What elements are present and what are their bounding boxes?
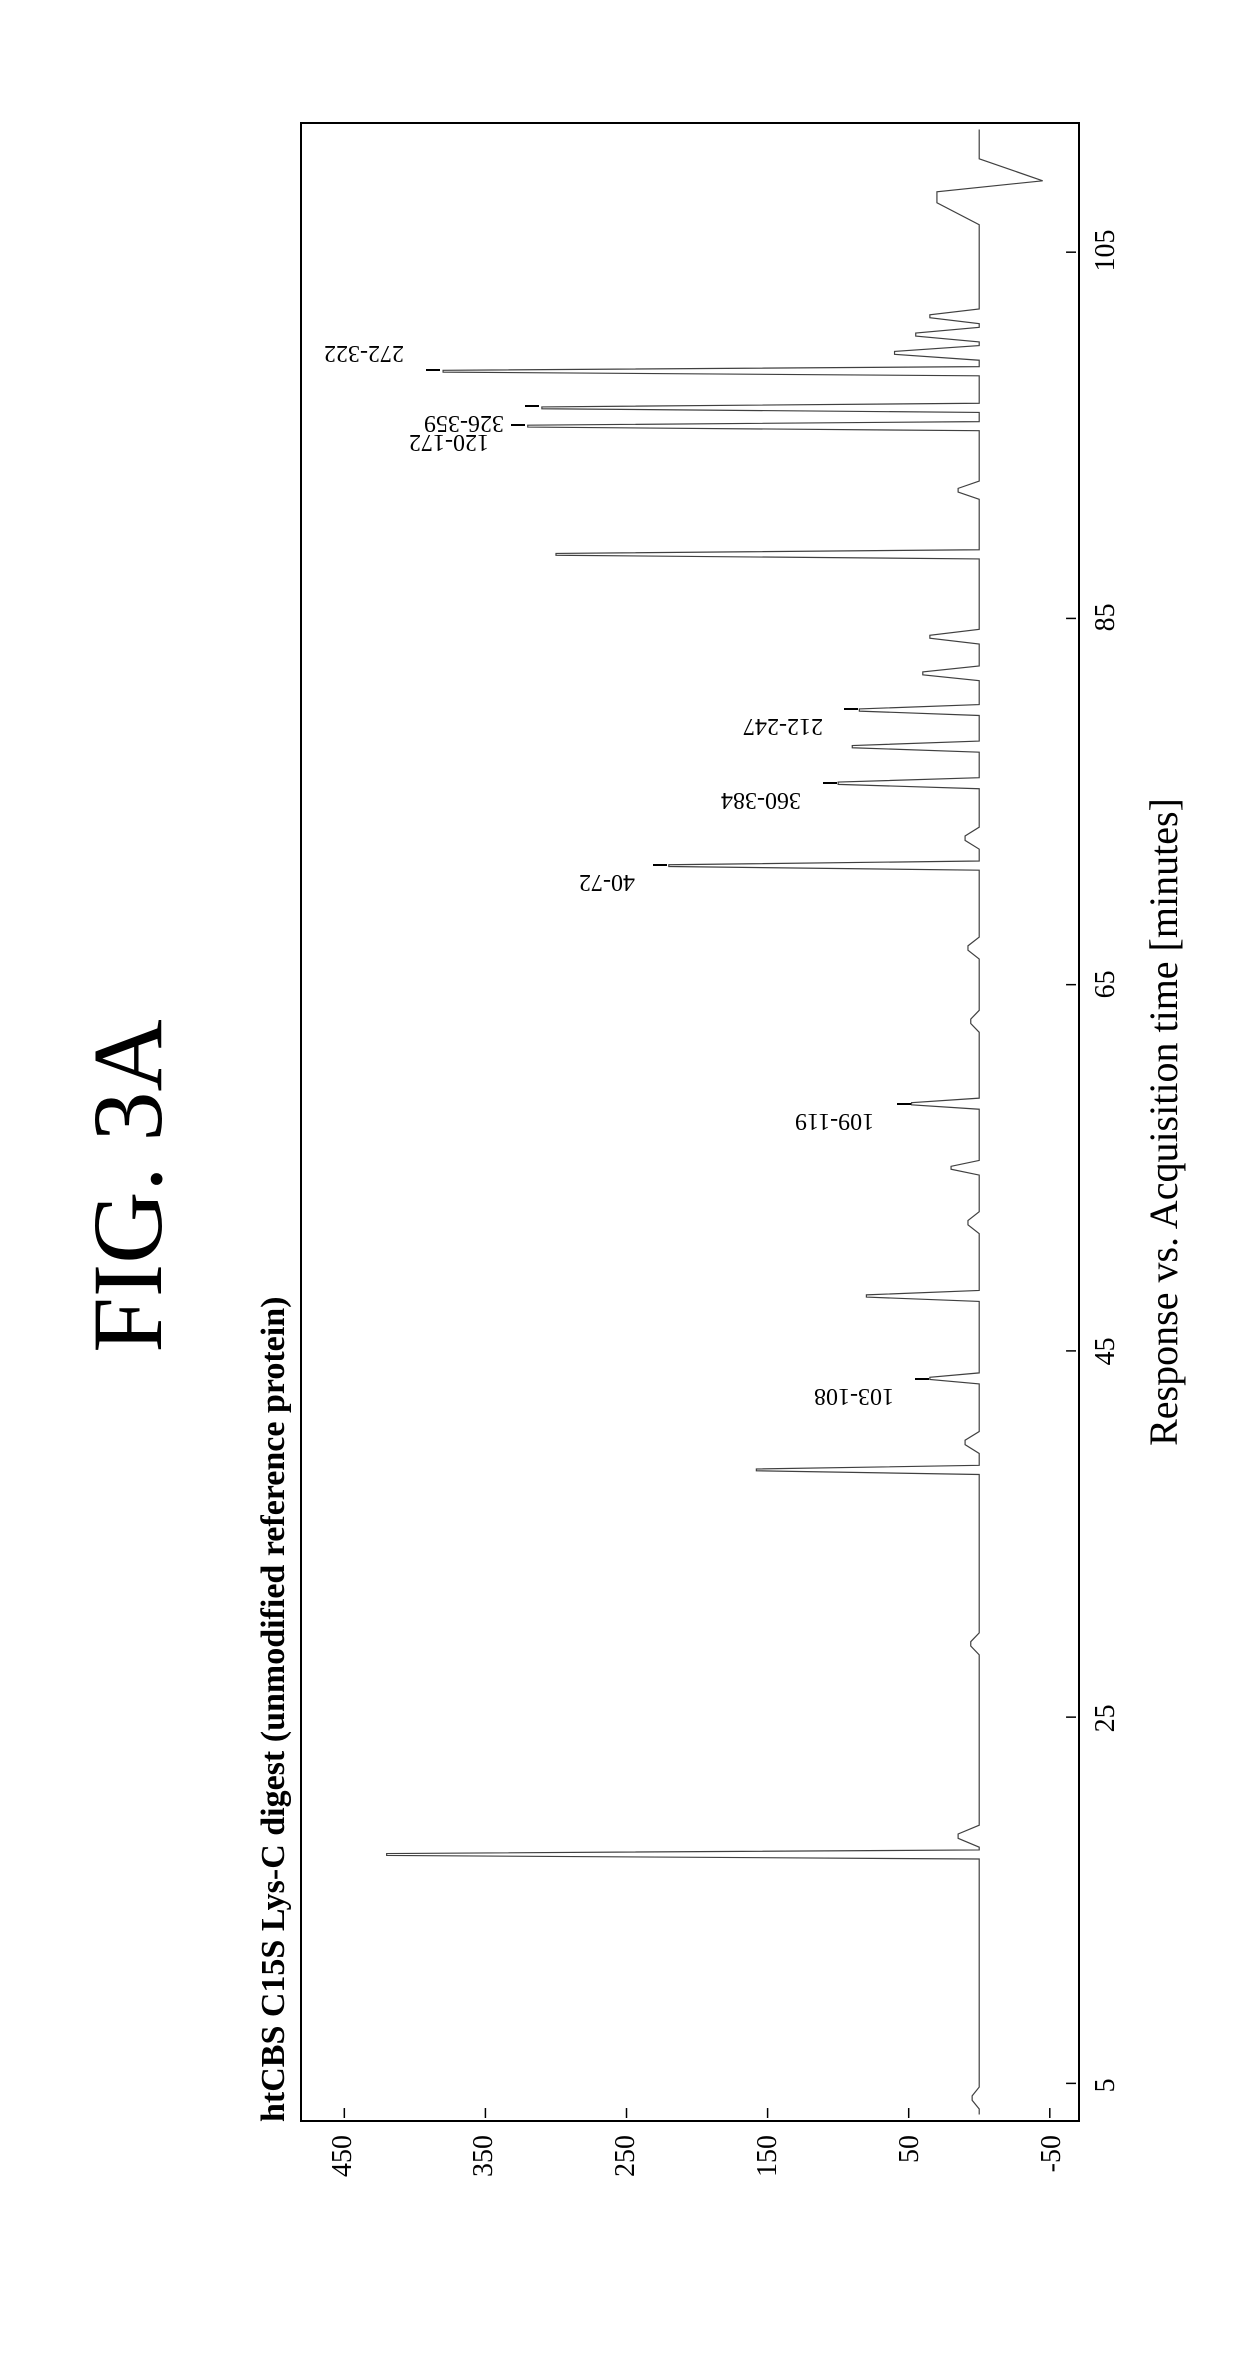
peak-label-tick: [511, 424, 525, 426]
rotated-stage: FIG. 3A htCBS C15S Lys-C digest (unmodif…: [0, 0, 1240, 2372]
peak-label-tick: [426, 369, 440, 371]
peak-label-tick: [897, 1103, 911, 1105]
peak-label-tick: [844, 708, 858, 710]
x-tick-label: 45: [1090, 1337, 1122, 1365]
y-tick-label: 450: [327, 2135, 359, 2177]
peak-label-tick: [653, 864, 667, 866]
x-tick-label: 25: [1090, 1704, 1122, 1732]
figure-title: FIG. 3A: [70, 0, 185, 2372]
plot-frame: [300, 122, 1080, 2122]
y-tick-label: 50: [894, 2135, 926, 2163]
peak-label-tick: [915, 1378, 929, 1380]
y-tick-label: 250: [610, 2135, 642, 2177]
y-tick-label: 150: [752, 2135, 784, 2177]
peak-label-tick: [525, 405, 539, 407]
chromatogram-plot: [302, 124, 1078, 2120]
x-tick-label: 85: [1090, 603, 1122, 631]
y-tick-label: 350: [468, 2135, 500, 2177]
x-axis-label: Response vs. Acquisition time [minutes]: [1140, 122, 1187, 2122]
peak-label-tick: [823, 782, 837, 784]
x-tick-label: 105: [1090, 229, 1122, 271]
x-tick-label: 65: [1090, 970, 1122, 998]
x-tick-label: 5: [1090, 2078, 1122, 2092]
chart-title: htCBS C15S Lys-C digest (unmodified refe…: [255, 1297, 293, 2122]
y-tick-label: -50: [1036, 2135, 1068, 2172]
